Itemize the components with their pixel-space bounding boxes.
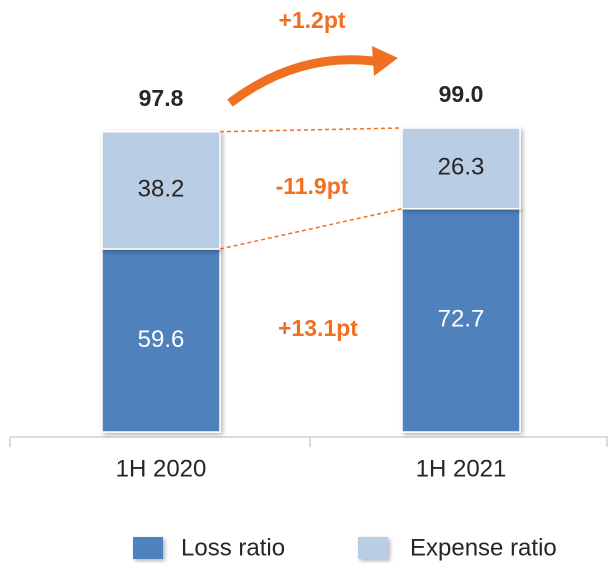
legend-label: Loss ratio	[181, 534, 285, 561]
connector	[219, 208, 403, 250]
annotation: +1.2pt	[278, 7, 345, 33]
data-label: 59.6	[138, 326, 185, 353]
annotation: +13.1pt	[278, 315, 358, 341]
bar-segment	[401, 127, 521, 210]
total-label: 97.8	[139, 85, 184, 111]
bar-segment	[401, 208, 521, 433]
legend-swatch	[358, 537, 388, 559]
data-label: 72.7	[438, 306, 485, 333]
bar-segment	[101, 130, 221, 250]
trend-arrow	[227, 55, 381, 107]
total-label: 99.0	[439, 81, 484, 107]
data-label: 38.2	[138, 176, 185, 203]
x-tick-label: 1H 2020	[116, 455, 207, 482]
x-tick-label: 1H 2021	[416, 455, 507, 482]
legend-swatch	[133, 537, 163, 559]
legend-label: Expense ratio	[410, 534, 557, 561]
bar-segment	[101, 248, 221, 433]
connector	[219, 127, 403, 133]
arrow-head	[372, 46, 398, 76]
annotation: -11.9pt	[276, 173, 349, 199]
data-label: 26.3	[438, 154, 485, 181]
